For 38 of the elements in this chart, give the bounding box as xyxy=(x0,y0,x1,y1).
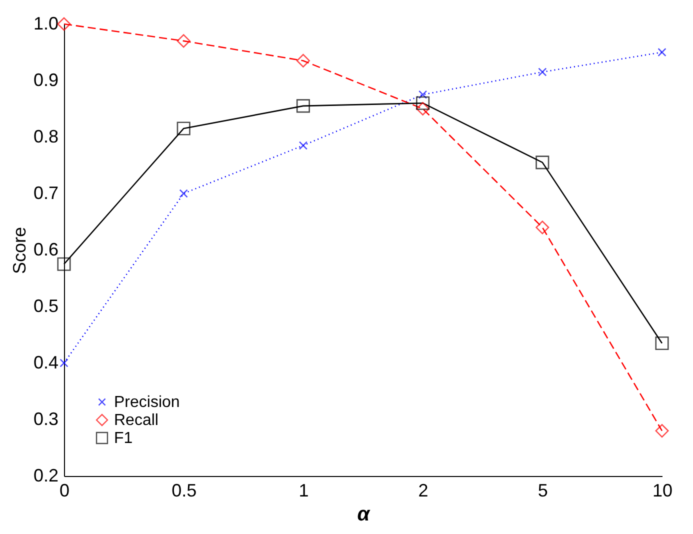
y-tick-label: 0.2 xyxy=(33,466,58,486)
y-tick-label: 0.8 xyxy=(33,126,58,146)
point xyxy=(416,96,430,110)
y-tick-label: 0.7 xyxy=(33,183,58,203)
legend-label: F1 xyxy=(114,430,133,447)
point xyxy=(536,220,550,234)
y-tick-label: 0.6 xyxy=(33,240,58,260)
y-tick-label: 1.0 xyxy=(33,14,58,34)
x-tick-label: 2 xyxy=(418,480,428,500)
point xyxy=(418,90,428,99)
point xyxy=(655,336,669,350)
x-tick-label: 0.5 xyxy=(172,480,197,500)
point xyxy=(296,54,310,68)
legend-label: Precision xyxy=(114,394,180,411)
x-tick-label: 1 xyxy=(298,480,309,500)
point xyxy=(536,156,550,170)
point xyxy=(416,102,430,116)
point xyxy=(57,17,71,31)
x-tick-label: 5 xyxy=(538,480,548,500)
point xyxy=(655,424,669,438)
point xyxy=(60,358,68,368)
legend-label: Recall xyxy=(114,412,158,429)
x-tick-label: 10 xyxy=(652,480,673,500)
y-axis-title: Score xyxy=(9,226,30,274)
y-tick-label: 0.3 xyxy=(33,409,58,429)
x-tick-label: 0 xyxy=(59,480,70,500)
point xyxy=(179,189,188,198)
point xyxy=(57,257,71,271)
point xyxy=(296,99,310,113)
point xyxy=(538,68,547,76)
y-tick-label: 0.9 xyxy=(33,70,58,90)
y-tick-label: 0.4 xyxy=(33,352,58,372)
point xyxy=(176,34,190,48)
x-axis-title: α xyxy=(357,504,372,526)
y-tick-label: 0.5 xyxy=(33,296,58,316)
point xyxy=(658,48,666,57)
point xyxy=(298,141,308,150)
point xyxy=(176,122,190,136)
